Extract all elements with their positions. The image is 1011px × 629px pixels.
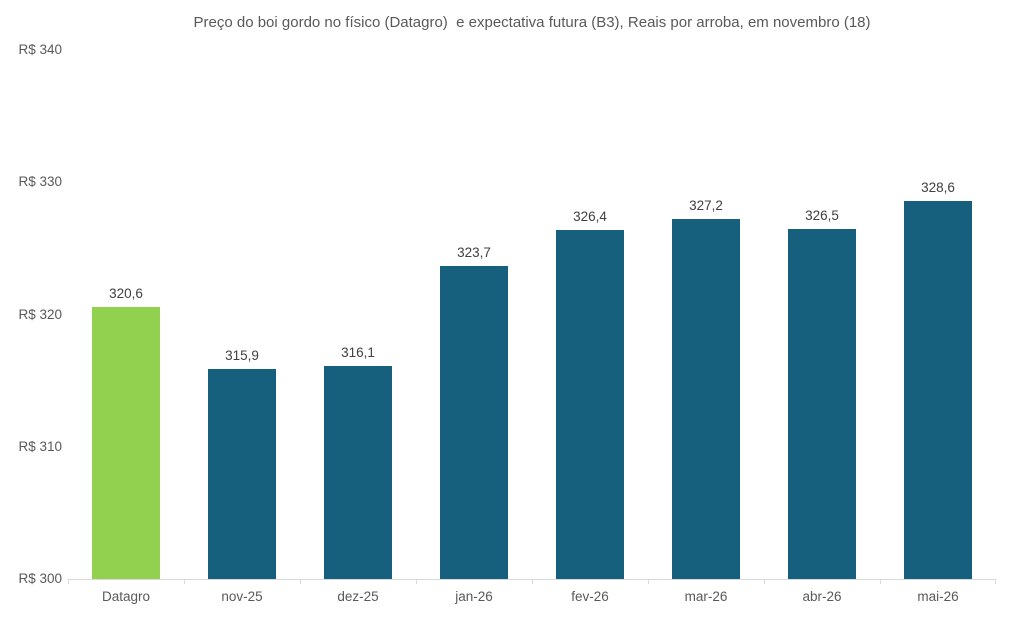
data-label-nov-25: 315,9 — [225, 348, 259, 363]
y-tick-label-330: R$ 330 — [18, 174, 62, 190]
x-axis-tick — [300, 579, 301, 584]
bar-abr-26 — [788, 229, 856, 579]
x-tick-label-mai-26: mai-26 — [917, 589, 959, 604]
data-label-mai-26: 328,6 — [921, 180, 955, 195]
x-axis-tick — [416, 579, 417, 584]
x-axis-tick — [995, 579, 996, 584]
x-axis-tick — [764, 579, 765, 584]
y-tick-label-320: R$ 320 — [18, 306, 62, 322]
bar-mar-26 — [672, 219, 740, 579]
data-label-fev-26: 326,4 — [573, 209, 607, 224]
x-axis-tick — [648, 579, 649, 584]
x-axis-tick — [880, 579, 881, 584]
x-tick-label-abr-26: abr-26 — [802, 589, 842, 604]
data-label-abr-26: 326,5 — [805, 208, 839, 223]
data-label-mar-26: 327,2 — [689, 198, 723, 213]
data-label-jan-26: 323,7 — [457, 245, 491, 260]
x-tick-label-dez-25: dez-25 — [337, 589, 379, 604]
bar-fev-26 — [556, 230, 624, 579]
x-axis-tick — [184, 579, 185, 584]
chart-title: Preço do boi gordo no físico (Datagro) e… — [193, 14, 871, 31]
data-label-Datagro: 320,6 — [109, 286, 143, 301]
x-tick-label-nov-25: nov-25 — [221, 589, 263, 604]
bar-nov-25 — [208, 369, 276, 579]
data-label-dez-25: 316,1 — [341, 345, 375, 360]
x-tick-label-jan-26: jan-26 — [455, 589, 493, 604]
x-tick-label-mar-26: mar-26 — [684, 589, 728, 604]
bar-mai-26 — [904, 201, 972, 579]
bar-dez-25 — [324, 366, 392, 579]
x-axis-tick — [532, 579, 533, 584]
x-tick-label-Datagro: Datagro — [101, 589, 151, 604]
x-axis-tick — [68, 579, 69, 584]
bar-jan-26 — [440, 266, 508, 579]
plot-area: 320,6 315,9 316,1 323,7 326,4 327,2 326,5 328,6 — [68, 50, 996, 584]
bar-Datagro — [92, 307, 160, 579]
y-tick-label-310: R$ 310 — [18, 438, 62, 454]
y-tick-label-340: R$ 340 — [18, 42, 62, 57]
y-tick-label-300: R$ 300 — [18, 571, 62, 586]
x-tick-label-fev-26: fev-26 — [571, 589, 609, 604]
